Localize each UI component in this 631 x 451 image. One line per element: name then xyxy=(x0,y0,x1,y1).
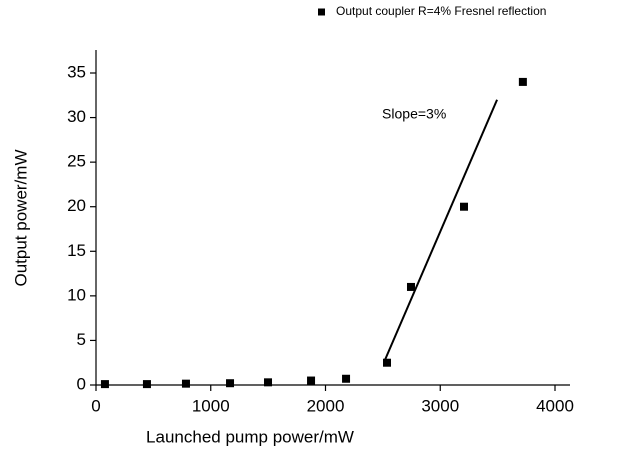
data-point xyxy=(181,379,190,388)
y-tick-label: 15 xyxy=(67,241,86,260)
data-point xyxy=(264,378,273,387)
y-tick-label: 10 xyxy=(67,285,86,304)
x-tick-label: 3000 xyxy=(421,396,459,415)
data-point xyxy=(383,358,392,367)
data-point xyxy=(518,77,527,86)
y-tick-label: 0 xyxy=(77,374,86,393)
annotation: Slope=3% xyxy=(382,105,446,121)
y-tick-label: 20 xyxy=(67,196,86,215)
y-tick-label: 30 xyxy=(67,107,86,126)
x-tick-label: 1000 xyxy=(192,396,230,415)
data-point xyxy=(100,380,109,389)
y-tick-label: 35 xyxy=(67,62,86,81)
legend-label: Output coupler R=4% Fresnel reflection xyxy=(336,4,546,18)
data-point xyxy=(226,379,235,388)
x-tick-label: 4000 xyxy=(536,396,574,415)
x-tick-label: 0 xyxy=(91,396,100,415)
data-point xyxy=(307,376,316,385)
y-tick-label: 25 xyxy=(67,152,86,171)
y-axis-label: Output power/mW xyxy=(11,150,30,287)
y-tick-label: 5 xyxy=(77,330,86,349)
fit-line xyxy=(384,99,498,361)
data-point xyxy=(406,282,415,291)
legend-marker xyxy=(318,8,325,16)
x-axis-label: Launched pump power/mW xyxy=(146,427,354,446)
x-tick-label: 2000 xyxy=(307,396,345,415)
data-point xyxy=(460,202,469,211)
data-point xyxy=(342,374,351,383)
data-point xyxy=(142,380,151,389)
